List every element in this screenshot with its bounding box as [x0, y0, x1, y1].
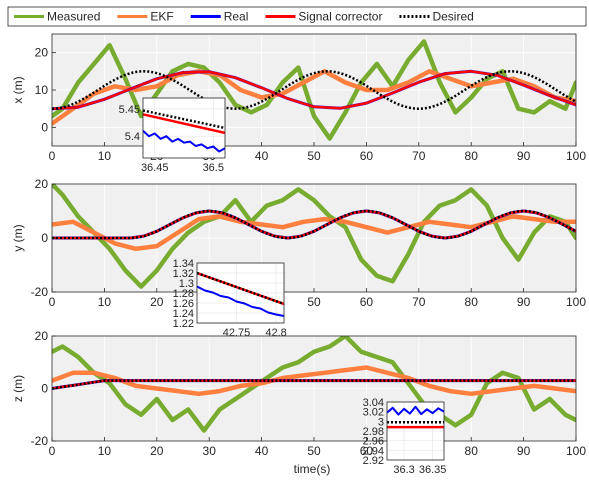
inset-box — [196, 262, 285, 324]
inset-y-tick-label: 1.22 — [173, 318, 194, 330]
inset-y-tick-label: 1.26 — [173, 298, 194, 310]
inset-x-tick-label: 36.3 — [393, 464, 414, 476]
inset-y-tick-label: 1.34 — [173, 258, 194, 270]
inset-series-group — [197, 271, 284, 317]
series-corrector — [52, 70, 576, 110]
y-tick-label: 20 — [35, 329, 49, 343]
y-axis-label: x (m) — [11, 76, 25, 103]
y-tick-label: -20 — [31, 434, 49, 448]
series-group — [52, 336, 576, 433]
x-tick-label: 0 — [49, 444, 56, 458]
series-group — [52, 39, 576, 141]
x-position-chart: 010203040506070809010001020x (m)36.4536.… — [11, 33, 586, 174]
x-tick-label: 0 — [49, 295, 56, 309]
inset-series-group — [387, 405, 444, 429]
inset-chart: 42.75 42.81.221.241.261.281.31.321.34 — [173, 258, 287, 339]
legend-label: Desired — [432, 10, 473, 24]
legend-box — [7, 6, 587, 27]
inset-y-tick-label: 3.02 — [363, 407, 384, 419]
inset-y-tick-label: 1.3 — [179, 278, 194, 290]
inset-series-real — [197, 285, 284, 317]
x-tick-label: 100 — [566, 444, 586, 458]
y-axis-label: z (m) — [11, 375, 25, 402]
inset-plot-area — [143, 98, 225, 158]
y-tick-label: -20 — [31, 285, 49, 299]
y-tick-label: 0 — [41, 382, 48, 396]
y-tick-label: 0 — [41, 231, 48, 245]
y-tick-label: 20 — [35, 177, 49, 191]
x-tick-label: 50 — [307, 295, 321, 309]
series-ekf — [52, 365, 576, 397]
x-tick-label: 10 — [98, 444, 112, 458]
x-tick-label: 40 — [255, 444, 269, 458]
x-tick-label: 100 — [566, 149, 586, 163]
inset-x-tick-label: 36.5 — [203, 162, 224, 174]
inset-box — [386, 401, 445, 461]
inset-y-tick-label: 1.32 — [173, 268, 194, 280]
inset-series-desired — [197, 271, 284, 306]
y-tick-label: 10 — [35, 83, 49, 97]
x-tick-label: 50 — [307, 444, 321, 458]
inset-y-tick-label: 5.45 — [119, 104, 140, 116]
legend: Measured EKF Real Signal corrector Desired — [7, 6, 587, 27]
x-tick-label: 20 — [150, 444, 164, 458]
inset-y-tick-label: 5.4 — [125, 131, 140, 143]
series-measured — [52, 184, 576, 289]
series-measured — [52, 39, 576, 141]
x-tick-label: 0 — [49, 149, 56, 163]
x-tick-label: 10 — [98, 295, 112, 309]
y-axis-label: y (m) — [11, 224, 25, 251]
x-tick-label: 50 — [307, 149, 321, 163]
inset-series-corrector — [143, 113, 225, 135]
series-desired — [52, 209, 576, 240]
inset-series-real — [143, 129, 225, 153]
inset-y-tick-label: 3 — [378, 416, 384, 428]
inset-y-tick-label: 2.96 — [363, 436, 384, 448]
x-tick-label: 90 — [517, 149, 531, 163]
inset-y-tick-label: 2.98 — [363, 426, 384, 438]
legend-label: Real — [224, 10, 249, 24]
inset-y-tick-label: 2.92 — [363, 455, 384, 467]
y-tick-label: 0 — [41, 120, 48, 134]
x-tick-label: 20 — [150, 295, 164, 309]
inset-y-tick-label: 2.94 — [363, 445, 384, 457]
inset-series-group — [143, 109, 225, 153]
x-tick-label: 90 — [517, 444, 531, 458]
x-tick-label: 90 — [517, 295, 531, 309]
series-ekf — [52, 69, 576, 126]
series-group — [52, 184, 576, 289]
x-tick-label: 30 — [203, 444, 217, 458]
inset-x-tick-label: 36.45 — [141, 162, 169, 174]
legend-label: Measured — [47, 10, 100, 24]
x-tick-label: 80 — [465, 295, 479, 309]
inset-series-real — [387, 405, 444, 416]
inset-box — [142, 97, 226, 159]
x-tick-label: 80 — [465, 444, 479, 458]
inset-chart: 36.45 36.5 5.4 5.45 — [119, 97, 226, 174]
x-tick-label: 60 — [360, 444, 374, 458]
x-tick-label: 100 — [566, 295, 586, 309]
x-tick-label: 10 — [98, 149, 112, 163]
x-axis-label: time(s) — [294, 462, 331, 476]
inset-series-desired — [143, 109, 225, 130]
x-tick-label: 70 — [412, 295, 426, 309]
inset-y-tick-label: 1.28 — [173, 288, 194, 300]
x-tick-label: 60 — [360, 149, 374, 163]
x-tick-label: 60 — [360, 295, 374, 309]
x-tick-label: 40 — [255, 149, 269, 163]
inset-x-tick-label: 36.35 — [419, 464, 447, 476]
series-desired — [52, 379, 576, 390]
legend-label: Signal corrector — [298, 10, 382, 24]
inset-y-tick-label: 1.24 — [173, 308, 194, 320]
series-desired — [52, 70, 576, 110]
x-tick-label: 80 — [465, 149, 479, 163]
x-tick-label: 70 — [412, 149, 426, 163]
y-tick-label: 20 — [35, 46, 49, 60]
inset-y-tick-label: 3.04 — [363, 397, 384, 409]
legend-label: EKF — [150, 10, 173, 24]
